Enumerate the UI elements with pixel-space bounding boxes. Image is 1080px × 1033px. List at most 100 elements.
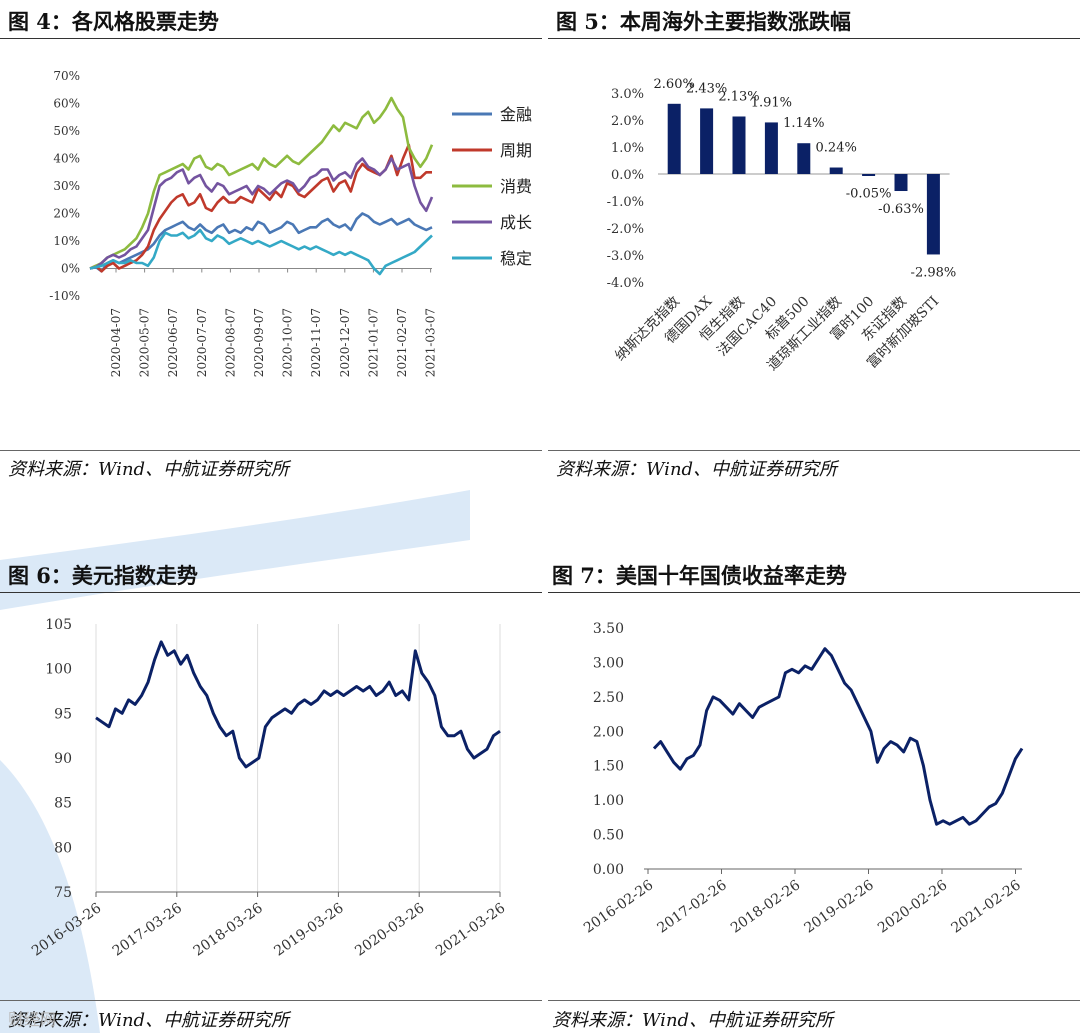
y-tick-label: 95 bbox=[54, 706, 72, 722]
figure-4-chart: 70% 60% 50% 40% 30% 20% 10% 0% -10% 2020-04-07 202… bbox=[49, 69, 532, 377]
x-tick-label: 2017-02-26 bbox=[654, 877, 729, 936]
bar bbox=[700, 108, 714, 174]
figure-4-source: 资料来源：Wind、中航证券研究所 bbox=[8, 459, 290, 480]
figure-7-top-rule bbox=[548, 592, 1080, 593]
data-label: 2.43% bbox=[686, 81, 727, 96]
y-tick-label: 0.0% bbox=[611, 168, 644, 183]
data-label: 2.60% bbox=[654, 77, 695, 92]
y-tick-label: 50% bbox=[53, 124, 80, 138]
data-label: -0.05% bbox=[846, 186, 892, 201]
x-tick-label: 2020-07-07 bbox=[195, 308, 209, 377]
y-tick-label: -3.0% bbox=[607, 249, 644, 264]
x-tick-label: 2016-03-26 bbox=[29, 900, 104, 959]
y-tick-label: 60% bbox=[53, 97, 80, 111]
figure-6-title: 图 6：美元指数走势 bbox=[8, 563, 198, 588]
y-tick-label: 0.00 bbox=[593, 862, 624, 878]
x-tick-label: 2016-02-26 bbox=[581, 877, 656, 936]
y-tick-label: 2.00 bbox=[593, 724, 624, 740]
data-label: -0.63% bbox=[878, 202, 924, 217]
series-line-cycle bbox=[89, 143, 432, 273]
bar bbox=[829, 167, 843, 174]
series-line-stable bbox=[89, 228, 433, 276]
y-tick-label: 2.50 bbox=[593, 690, 624, 706]
y-tick-label: 0% bbox=[61, 262, 80, 276]
x-tick-label: 2021-03-07 bbox=[424, 308, 438, 377]
y-tick-label: 1.0% bbox=[611, 141, 644, 156]
data-label: 1.14% bbox=[783, 116, 824, 131]
figure-6-source: 资料来源：Wind、中航证券研究所 bbox=[8, 1010, 290, 1031]
x-tick-label: 2018-02-26 bbox=[728, 877, 803, 936]
figure-7-title: 图 7：美国十年国债收益率走势 bbox=[552, 563, 847, 588]
legend-label: 周期 bbox=[500, 141, 532, 160]
x-tick-label: 2020-02-26 bbox=[875, 877, 950, 936]
y-tick-label: 3.00 bbox=[593, 655, 624, 671]
bar bbox=[894, 174, 908, 192]
y-tick-label: 0.50 bbox=[593, 828, 624, 844]
data-label: 1.91% bbox=[751, 95, 792, 110]
figure-6-top-rule bbox=[0, 592, 542, 593]
x-tick-label: 2021-02-07 bbox=[395, 308, 409, 377]
bar bbox=[797, 143, 811, 174]
figure-7-chart: 3.50 3.00 2.50 2.00 1.50 1.00 0.50 0.002016-02-… bbox=[581, 621, 1024, 937]
x-tick-label: 2019-02-26 bbox=[801, 877, 876, 936]
legend-label: 成长 bbox=[500, 213, 532, 232]
y-tick-label: -4.0% bbox=[607, 276, 644, 291]
figure-5-chart: 3.0% 2.0% 1.0% 0.0% -1.0% -2.0% -3.0% -4.0% 2.60… bbox=[607, 77, 957, 374]
y-tick-label: 3.0% bbox=[611, 87, 644, 102]
y-tick-label: 85 bbox=[54, 796, 72, 812]
figure-6-bottom-rule bbox=[0, 1000, 542, 1001]
data-label: -2.98% bbox=[911, 265, 957, 280]
x-tick-label: 2018-03-26 bbox=[191, 900, 266, 959]
x-tick-label: 2020-12-07 bbox=[338, 308, 352, 377]
bar bbox=[667, 103, 681, 174]
y-tick-label: 80 bbox=[54, 840, 72, 856]
x-tick-label: 2020-04-07 bbox=[109, 308, 123, 377]
y-tick-label: 1.50 bbox=[593, 759, 624, 775]
figure-5-source: 资料来源：Wind、中航证券研究所 bbox=[556, 459, 838, 480]
y-tick-label: 70% bbox=[53, 69, 80, 83]
figure-7-bottom-rule bbox=[548, 1000, 1080, 1001]
x-tick-label: 2020-11-07 bbox=[309, 308, 323, 377]
figure-5-top-rule bbox=[548, 38, 1080, 39]
bar bbox=[862, 174, 876, 176]
y-tick-label: 10% bbox=[53, 234, 80, 248]
series-line-consumer bbox=[89, 96, 434, 270]
figure-5-bottom-rule bbox=[548, 450, 1080, 451]
y-tick-label: 90 bbox=[54, 751, 72, 767]
y-tick-label: -1.0% bbox=[607, 195, 644, 210]
bar bbox=[926, 174, 940, 255]
figure-5-title: 图 5：本周海外主要指数涨跌幅 bbox=[556, 9, 851, 34]
bar bbox=[764, 122, 778, 174]
x-tick-label: 2020-09-07 bbox=[252, 308, 266, 377]
series-line-growth bbox=[89, 157, 434, 270]
y-tick-label: 30% bbox=[53, 179, 80, 193]
legend-label: 金融 bbox=[500, 105, 532, 124]
x-tick-label: 2020-06-07 bbox=[166, 308, 180, 377]
y-tick-label: 3.50 bbox=[593, 621, 624, 637]
x-tick-label: 2020-08-07 bbox=[223, 308, 237, 377]
y-tick-label: -10% bbox=[49, 289, 80, 303]
figure-4-bottom-rule bbox=[0, 450, 542, 451]
x-tick-label: 2021-02-26 bbox=[948, 877, 1023, 936]
y-tick-label: 105 bbox=[45, 617, 72, 633]
legend-label: 稳定 bbox=[500, 249, 532, 268]
us10y-yield-line bbox=[652, 647, 1024, 826]
data-label: 2.13% bbox=[718, 89, 759, 104]
figure-4-title: 图 4：各风格股票走势 bbox=[8, 9, 219, 34]
legend-label: 消费 bbox=[500, 177, 532, 196]
y-tick-label: 75 bbox=[54, 885, 72, 901]
y-tick-label: 20% bbox=[53, 207, 80, 221]
x-tick-label: 2020-03-26 bbox=[352, 900, 427, 959]
figure-4-top-rule bbox=[0, 38, 542, 39]
x-tick-label: 2020-10-07 bbox=[281, 308, 295, 377]
x-tick-label: 2021-01-07 bbox=[366, 308, 380, 377]
y-tick-label: 100 bbox=[45, 662, 72, 678]
data-label: 0.24% bbox=[816, 141, 857, 156]
bar bbox=[732, 116, 746, 174]
x-tick-label: 2017-03-26 bbox=[110, 900, 185, 959]
x-tick-label: 2019-03-26 bbox=[271, 900, 346, 959]
y-tick-label: 2.0% bbox=[611, 114, 644, 129]
y-tick-label: 40% bbox=[53, 152, 80, 166]
